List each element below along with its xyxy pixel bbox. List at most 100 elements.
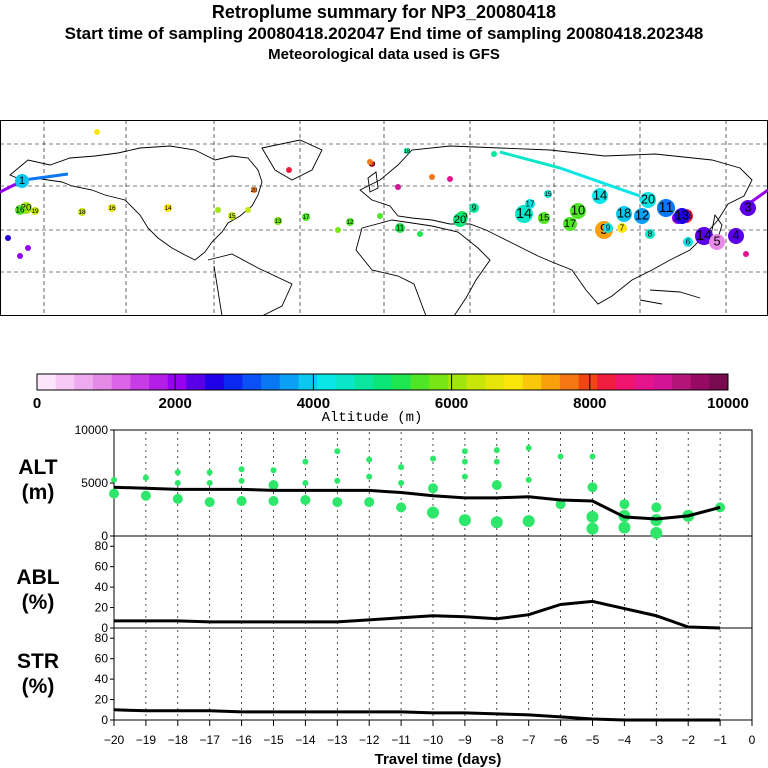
cluster-label: 9	[606, 223, 611, 232]
colorbar-cell	[93, 374, 113, 390]
x-tick-label: −7	[522, 733, 536, 747]
cluster-marker	[709, 234, 725, 250]
altitude-cluster-point	[396, 502, 407, 513]
colorbar-label: Altitude (m)	[322, 410, 423, 426]
cluster-marker	[274, 217, 282, 225]
cluster-label: 19	[369, 162, 376, 168]
cluster-label: 8	[648, 229, 653, 238]
colorbar-tick-label: 6000	[435, 395, 468, 412]
cluster-label: 16	[16, 205, 25, 214]
x-tick-label: −8	[490, 733, 504, 747]
cluster-label: 6	[686, 237, 691, 246]
colorbar-cell	[130, 374, 150, 390]
cluster-marker	[563, 217, 577, 231]
colorbar-cell	[522, 374, 542, 390]
altitude-cluster-point	[525, 445, 532, 452]
coast-africa	[355, 219, 491, 316]
altitude-cluster-point	[300, 494, 311, 505]
cluster-label: 1	[19, 175, 25, 187]
cluster-marker	[302, 213, 310, 221]
colorbar-cell	[335, 374, 355, 390]
colorbar-cell	[447, 374, 468, 390]
altitude-cluster-point	[332, 497, 343, 508]
altitude-cluster-point	[461, 458, 468, 465]
x-tick-label: −11	[391, 733, 411, 747]
altitude-cluster-point	[491, 480, 502, 491]
cluster-marker	[453, 213, 467, 227]
cluster-label: 17	[302, 214, 310, 221]
cluster-marker	[94, 129, 100, 135]
altitude-cluster-point	[238, 466, 245, 473]
cluster-marker	[491, 151, 497, 157]
cluster-marker	[616, 206, 632, 222]
cluster-marker	[544, 190, 552, 198]
y-tick-label: 20	[95, 693, 109, 707]
cluster-label: 14	[516, 206, 532, 222]
alt-unit: (m)	[22, 481, 55, 504]
map-gridlines	[0, 120, 768, 316]
x-tick-label: −12	[359, 733, 380, 747]
cluster-label: 15	[544, 191, 552, 198]
altitude-cluster-point	[268, 480, 279, 491]
colorbar-tick-label: 0	[33, 395, 41, 412]
cluster-label: 18	[404, 149, 411, 155]
colorbar-cell	[205, 374, 225, 390]
colorbar-cell	[410, 374, 430, 390]
colorbar-tick-label: 2000	[159, 395, 192, 412]
cluster-label: 13	[274, 218, 282, 225]
altitude-cluster-point	[268, 496, 279, 507]
colorbar-cell	[671, 374, 692, 390]
cluster-marker	[367, 159, 373, 165]
colorbar-cell	[503, 374, 524, 390]
cluster-marker	[603, 223, 613, 233]
cluster-label: 12	[635, 208, 649, 223]
cluster-label: 20	[251, 188, 258, 194]
cluster-label: 4	[732, 228, 739, 243]
x-tick-label: 0	[749, 733, 756, 747]
cluster-marker	[31, 207, 39, 215]
cluster-label: 11	[396, 223, 405, 232]
altitude-cluster-point	[174, 480, 181, 486]
cluster-marker	[515, 205, 533, 223]
altitude-cluster-point	[366, 456, 373, 463]
cluster-marker	[215, 207, 221, 213]
altitude-cluster-point	[206, 480, 213, 486]
time-series-panels: ALT (m) ABL (%) STR (%) 1000050000806040…	[16, 423, 756, 768]
cluster-marker	[15, 205, 25, 215]
x-tick-label: −17	[200, 733, 221, 747]
x-tick-label: −2	[681, 733, 695, 747]
cluster-label: 15	[539, 213, 550, 224]
colorbar-cell	[578, 374, 598, 390]
y-tick-label: 60	[95, 560, 109, 574]
colorbar-cell	[429, 374, 449, 390]
cluster-marker	[404, 148, 410, 154]
world-map: 1201918161415131712111091417151710914201…	[0, 120, 768, 316]
colorbar-cell	[317, 374, 337, 390]
altitude-cluster-point	[587, 482, 598, 493]
altitude-cluster-point	[589, 453, 596, 460]
altitude-colorbar: 0 2000 4000 6000 8000 10000 Altitude (m)	[33, 373, 749, 426]
x-tick-label: −16	[231, 733, 252, 747]
track-segment	[499, 150, 561, 170]
cluster-label: 3	[744, 200, 751, 215]
altitude-cluster-point	[174, 469, 181, 476]
altitude-cluster-point	[428, 483, 438, 494]
altitude-cluster-point	[364, 497, 375, 508]
altitude-cluster-point	[650, 526, 663, 539]
abl-panel-label: ABL (%)	[16, 566, 59, 614]
cluster-label: 9	[472, 203, 477, 212]
altitude-cluster-point	[430, 455, 436, 462]
colorbar-cell	[541, 374, 561, 390]
colorbar-cell	[111, 374, 131, 390]
altitude-cluster-point	[525, 476, 532, 483]
str-panel-label: STR (%)	[17, 650, 59, 698]
cluster-marker	[25, 245, 31, 251]
colorbar-cell	[559, 374, 580, 390]
cluster-label: 17	[564, 218, 576, 230]
y-tick-label: 5000	[81, 476, 108, 490]
x-tick-label: −4	[618, 733, 632, 747]
altitude-cluster-point	[109, 488, 119, 499]
altitude-cluster-point	[619, 499, 630, 510]
altitude-cluster-point	[586, 510, 599, 523]
altitude-cluster-point	[651, 502, 662, 513]
